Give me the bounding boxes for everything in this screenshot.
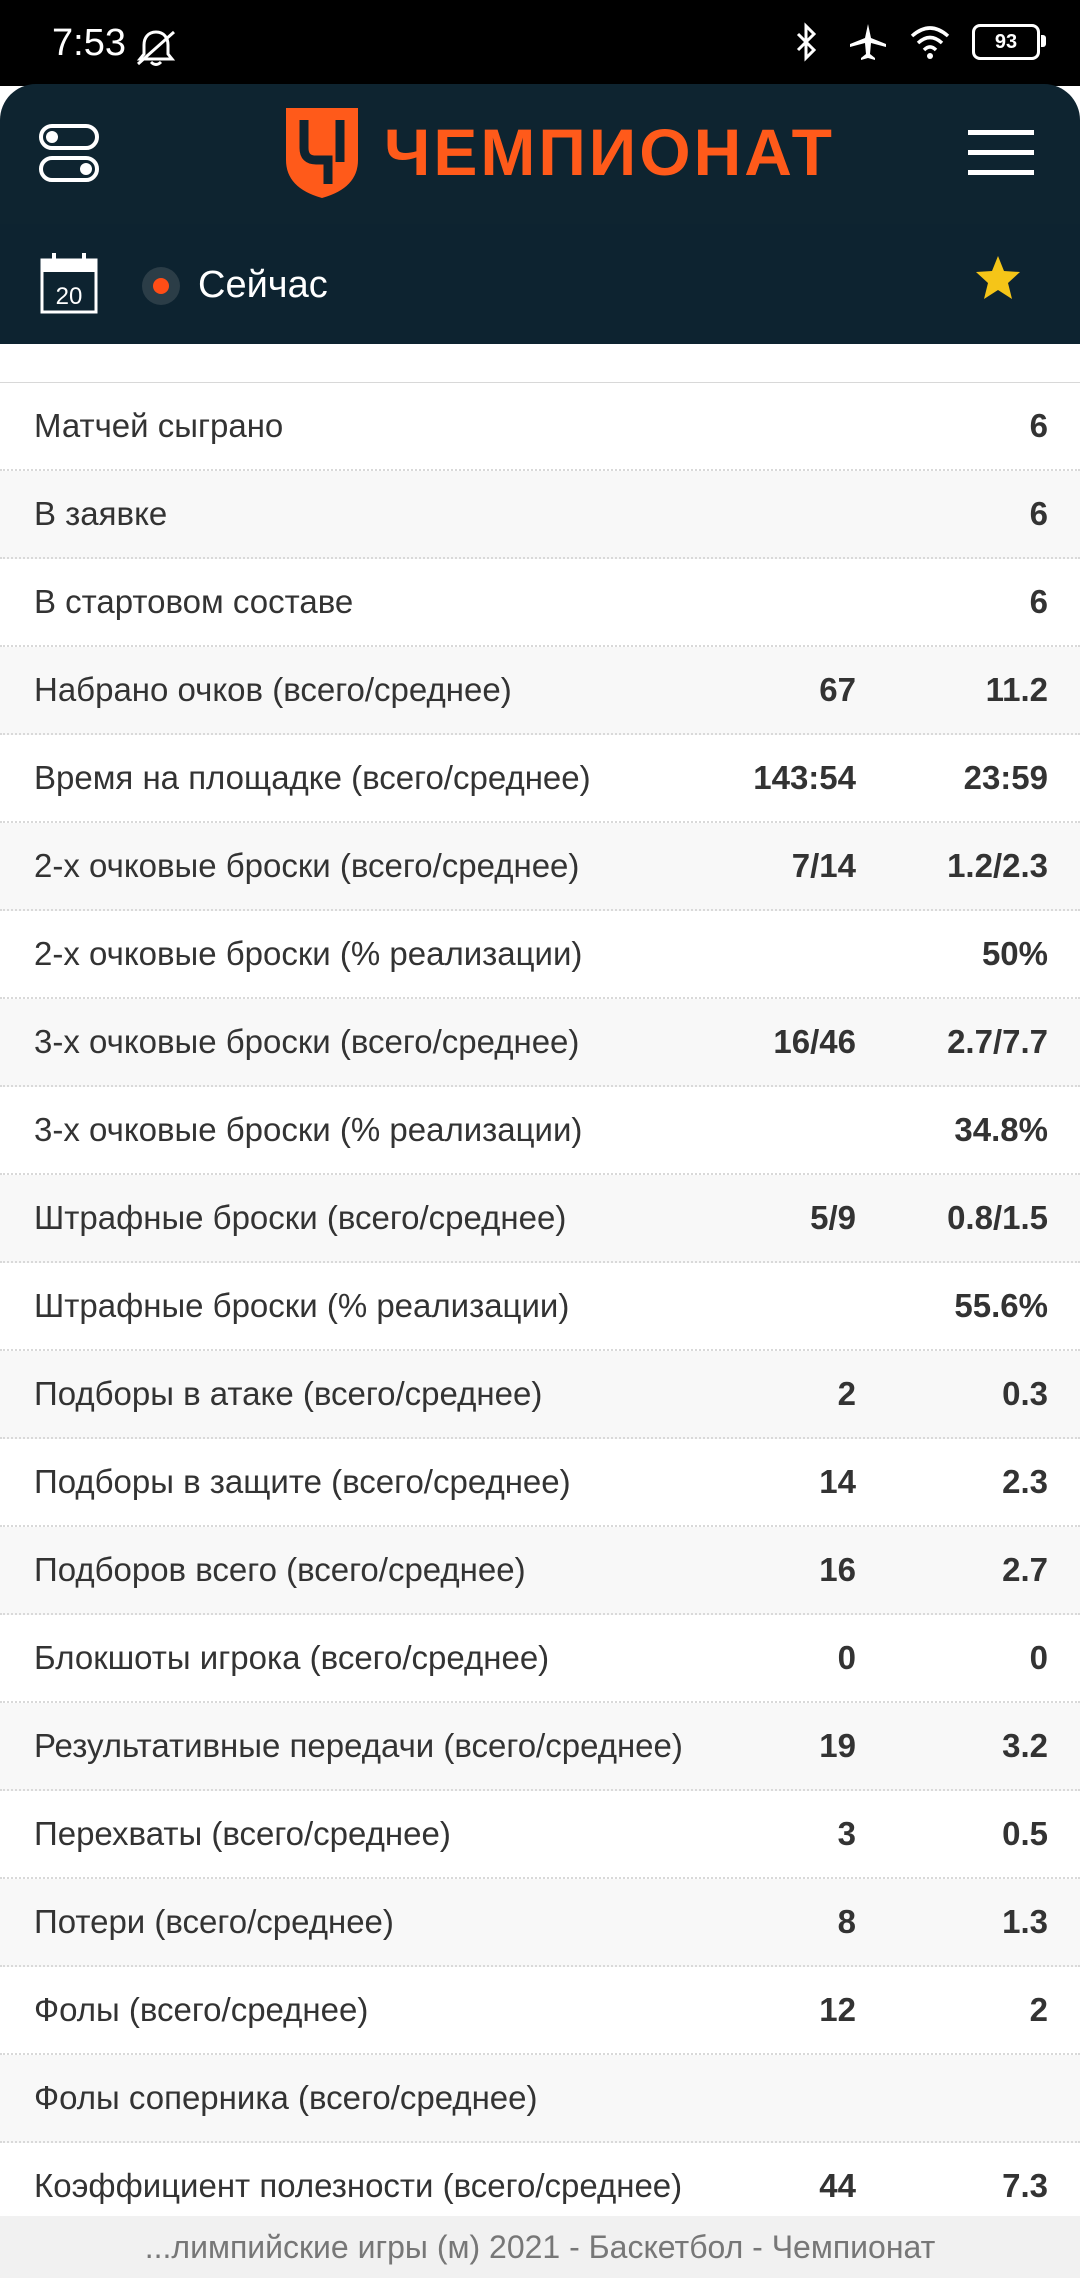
table-row: Набрано очков (всего/среднее) 67 11.2 <box>0 647 1080 735</box>
table-row: Фолы соперника (всего/среднее) <box>0 2055 1080 2143</box>
stat-label: В заявке <box>34 495 168 532</box>
stat-average: 2.3 <box>1002 1463 1048 1500</box>
stat-total: 67 <box>819 671 856 708</box>
notifications-muted-icon <box>136 30 176 66</box>
stat-total: 12 <box>819 1991 856 2028</box>
table-row: Блокшоты игрока (всего/среднее) 0 0 <box>0 1615 1080 1703</box>
stat-label: Штрафные броски (% реализации) <box>34 1287 570 1324</box>
stat-total: 143:54 <box>753 759 856 796</box>
table-row: Матчей сыграно 6 <box>0 383 1080 471</box>
stat-average: 0.3 <box>1002 1375 1048 1412</box>
table-top-divider <box>0 344 1080 383</box>
battery-level: 93 <box>994 30 1018 53</box>
stat-average: 3.2 <box>1002 1727 1048 1764</box>
table-row: Время на площадке (всего/среднее) 143:54 2… <box>0 735 1080 823</box>
table-row: 2-х очковые броски (% реализации) 50% <box>0 911 1080 999</box>
stat-average: 55.6% <box>954 1287 1048 1324</box>
table-row: Фолы (всего/среднее) 12 2 <box>0 1967 1080 2055</box>
sub-header: 20 Сейчас <box>0 224 1080 344</box>
bluetooth-icon <box>796 22 817 62</box>
stat-total: 7/14 <box>791 847 856 884</box>
stat-label: Подборов всего (всего/среднее) <box>34 1551 526 1588</box>
stat-label: Подборы в атаке (всего/среднее) <box>34 1375 543 1412</box>
stat-average: 23:59 <box>963 759 1048 796</box>
stat-label: Перехваты (всего/среднее) <box>34 1815 451 1852</box>
stat-label: В стартовом составе <box>34 583 354 620</box>
stat-label: Коэффициент полезности (всего/среднее) <box>34 2167 683 2204</box>
stat-average: 7.3 <box>1002 2167 1048 2204</box>
stat-label: 2-х очковые броски (всего/среднее) <box>34 847 580 884</box>
stat-total: 3 <box>837 1815 856 1852</box>
stat-total: 14 <box>819 1463 856 1500</box>
live-label: Сейчас <box>198 264 328 306</box>
stat-total: 16/46 <box>773 1023 856 1060</box>
stat-label: Матчей сыграно <box>34 407 284 444</box>
status-bar: 7:53 93 <box>0 0 1080 86</box>
stat-label: 3-х очковые броски (всего/среднее) <box>34 1023 580 1060</box>
table-row: Штрафные броски (% реализации) 55.6% <box>0 1263 1080 1351</box>
stat-label: Подборы в защите (всего/среднее) <box>34 1463 571 1500</box>
app-header: ЧЕМПИОНАТ <box>0 84 1080 224</box>
stat-label: 2-х очковые броски (% реализации) <box>34 935 583 972</box>
stat-average: 1.2/2.3 <box>947 847 1048 884</box>
table-row: В заявке 6 <box>0 471 1080 559</box>
stat-average: 0 <box>1029 1639 1048 1676</box>
stat-label: Штрафные броски (всего/среднее) <box>34 1199 567 1236</box>
hamburger-menu-icon[interactable] <box>968 128 1034 178</box>
stat-total: 44 <box>819 2167 856 2204</box>
stat-total: 16 <box>819 1551 856 1588</box>
favorites-star-icon[interactable] <box>972 252 1024 304</box>
table-row: 3-х очковые броски (% реализации) 34.8% <box>0 1087 1080 1175</box>
stat-label: Фолы соперника (всего/среднее) <box>34 2079 538 2116</box>
stat-average: 2.7 <box>1002 1551 1048 1588</box>
table-row: Подборы в защите (всего/среднее) 14 2.3 <box>0 1439 1080 1527</box>
table-row: 2-х очковые броски (всего/среднее) 7/14 1.… <box>0 823 1080 911</box>
stat-average: 2 <box>1029 1991 1048 2028</box>
stat-label: Фолы (всего/среднее) <box>34 1991 369 2028</box>
toggle-switch-icon[interactable] <box>38 122 100 184</box>
stat-label: Набрано очков (всего/среднее) <box>34 671 512 708</box>
stat-total: 0 <box>837 1639 856 1676</box>
wifi-icon <box>910 26 950 59</box>
stat-total: 2 <box>837 1375 856 1412</box>
stat-label: Время на площадке (всего/среднее) <box>34 759 591 796</box>
table-row: В стартовом составе 6 <box>0 559 1080 647</box>
stat-total: 8 <box>837 1903 856 1940</box>
page-title-caption: ...лимпийские игры (м) 2021 - Баскетбол … <box>0 2216 1080 2278</box>
stat-total: 19 <box>819 1727 856 1764</box>
calendar-day: 20 <box>56 283 83 310</box>
calendar-icon[interactable]: 20 <box>40 252 98 314</box>
live-dot-icon <box>142 266 180 305</box>
championat-shield-icon <box>286 108 358 198</box>
stat-average: 1.3 <box>1002 1903 1048 1940</box>
table-row: Подборов всего (всего/среднее) 16 2.7 <box>0 1527 1080 1615</box>
stat-average: 6 <box>1029 583 1048 620</box>
stat-label: Результативные передачи (всего/среднее) <box>34 1727 683 1764</box>
stat-average: 2.7/7.7 <box>947 1023 1048 1060</box>
stat-average: 6 <box>1029 407 1048 444</box>
stat-label: 3-х очковые броски (% реализации) <box>34 1111 583 1148</box>
stat-total: 5/9 <box>810 1199 856 1236</box>
table-row: 3-х очковые броски (всего/среднее) 16/46 2… <box>0 999 1080 1087</box>
table-row: Потери (всего/среднее) 8 1.3 <box>0 1879 1080 1967</box>
table-row: Подборы в атаке (всего/среднее) 2 0.3 <box>0 1351 1080 1439</box>
logo-text: ЧЕМПИОНАТ <box>384 115 835 189</box>
table-row: Результативные передачи (всего/среднее) 1… <box>0 1703 1080 1791</box>
player-stats-table: Матчей сыграно 6 В заявке 6 В стартовом сост… <box>0 344 1080 2231</box>
table-row: Штрафные броски (всего/среднее) 5/9 0.8/1.… <box>0 1175 1080 1263</box>
stat-average: 11.2 <box>985 671 1048 708</box>
stat-average: 6 <box>1029 495 1048 532</box>
stat-label: Потери (всего/среднее) <box>34 1903 394 1940</box>
stat-average: 50% <box>981 935 1048 972</box>
airplane-mode-icon <box>850 24 886 60</box>
live-now-filter[interactable]: Сейчас <box>142 264 328 307</box>
championat-logo[interactable]: ЧЕМПИОНАТ <box>282 102 835 202</box>
stat-average: 34.8% <box>954 1111 1048 1148</box>
stat-average: 0.5 <box>1002 1815 1048 1852</box>
battery-indicator: 93 <box>972 24 1046 60</box>
table-row: Перехваты (всего/среднее) 3 0.5 <box>0 1791 1080 1879</box>
stat-label: Блокшоты игрока (всего/среднее) <box>34 1639 550 1676</box>
status-time: 7:53 <box>52 22 126 64</box>
stat-average: 0.8/1.5 <box>947 1199 1048 1236</box>
